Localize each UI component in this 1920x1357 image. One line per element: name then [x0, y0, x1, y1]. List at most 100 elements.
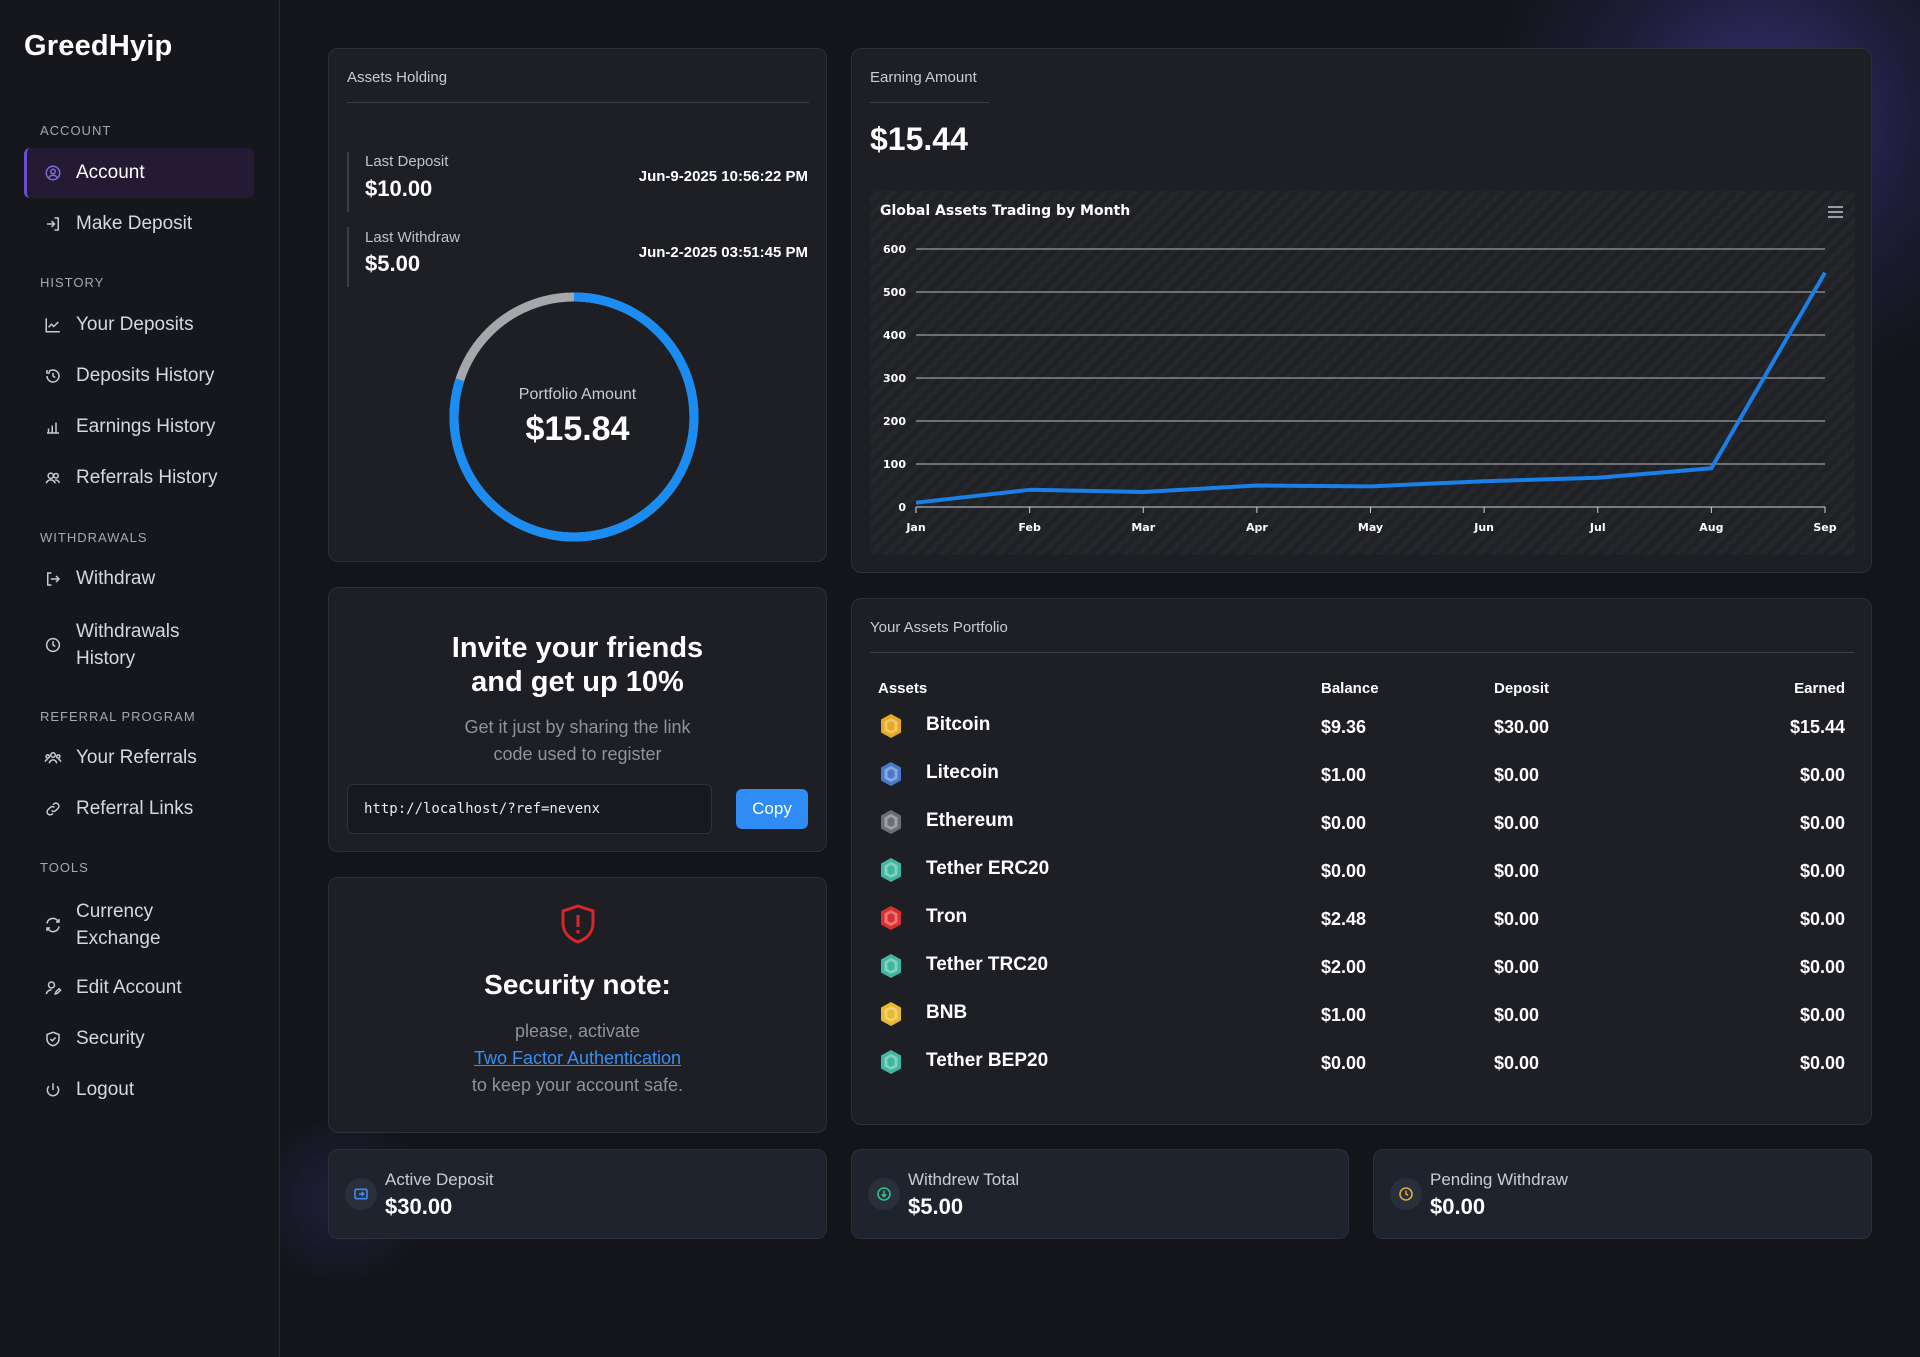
sidebar-item-edit-account[interactable]: Edit Account — [24, 976, 254, 1000]
last-withdraw-date: Jun-2-2025 03:51:45 PM — [638, 244, 808, 261]
logout-icon — [47, 572, 61, 586]
table-row: Bitcoin $9.36 $30.00 $15.44 — [852, 707, 1871, 747]
asset-balance: $0.00 — [1321, 861, 1367, 881]
sidebar-item-withdraw[interactable]: Withdraw — [24, 567, 254, 591]
asset-name: Tether ERC20 — [926, 858, 1050, 879]
security-line2: to keep your account safe. — [471, 1075, 684, 1095]
col-header-deposit: Deposit — [1494, 680, 1550, 697]
sidebar-item-your-referrals[interactable]: Your Referrals — [24, 746, 254, 770]
sidebar-item-referrals-history[interactable]: Referrals History — [24, 466, 254, 490]
asset-name: Tether TRC20 — [926, 954, 1049, 975]
sidebar-item-withdrawals-history[interactable]: Withdrawals History — [24, 617, 254, 673]
x-tick-label: Aug — [1699, 521, 1723, 534]
chart-title: Global Assets Trading by Month — [880, 203, 1130, 219]
stat-label: Withdrew Total — [908, 1170, 1020, 1189]
x-tick-label: Apr — [1246, 521, 1268, 534]
user-circle-icon — [45, 165, 61, 181]
asset-earned: $0.00 — [1799, 1053, 1845, 1073]
tron-coin-icon — [881, 906, 901, 930]
donut-arc — [449, 292, 699, 542]
sidebar-item-referral-links[interactable]: Referral Links — [24, 797, 254, 821]
stat-card-active-deposit: Active Deposit $30.00 — [328, 1149, 827, 1239]
deposit-bar — [347, 152, 349, 212]
y-tick-label: 200 — [883, 415, 906, 428]
stat-value: $0.00 — [1430, 1194, 1486, 1219]
line-chart: Global Assets Trading by Month 0 100 200 30… — [870, 191, 1855, 555]
copy-button[interactable]: Copy — [736, 789, 808, 829]
portfolio-amount: $15.84 — [525, 410, 630, 448]
label-line-2: Exchange — [76, 928, 161, 949]
group-icon — [44, 752, 62, 764]
asset-balance: $2.00 — [1321, 957, 1367, 977]
x-tick-label: Sep — [1813, 521, 1836, 534]
sidebar-item-label: Withdrawals History — [76, 618, 179, 672]
sidebar-item-label: Logout — [76, 1079, 135, 1100]
security-card: Security note: please, activate Two Fact… — [328, 877, 827, 1133]
chart-menu-icon[interactable] — [1828, 206, 1843, 218]
sidebar-item-deposits-history[interactable]: Deposits History — [24, 364, 254, 388]
security-title: Security note: — [484, 969, 671, 1000]
power-icon — [46, 1083, 60, 1097]
stat-value: $5.00 — [908, 1194, 964, 1219]
litecoin-coin-icon — [881, 762, 901, 786]
sidebar-item-label: Referrals History — [76, 467, 218, 488]
asset-name: Tron — [926, 906, 968, 927]
sidebar-item-label: Withdraw — [76, 568, 156, 589]
card-title: Your Assets Portfolio — [870, 619, 1008, 636]
referral-link-input[interactable]: http://localhost/?ref=nevenx — [347, 784, 712, 834]
two-factor-link[interactable]: Two Factor Authentication — [473, 1048, 682, 1068]
asset-balance: $9.36 — [1321, 717, 1367, 737]
asset-balance: $0.00 — [1321, 813, 1367, 833]
label-line-2: History — [76, 648, 136, 669]
stat-card-withdrew-total: Withdrew Total $5.00 — [851, 1149, 1349, 1239]
sidebar-item-your-deposits[interactable]: Your Deposits — [24, 313, 254, 337]
portfolio-donut — [449, 292, 699, 542]
last-withdraw-amount: $5.00 — [365, 251, 421, 276]
sidebar-item-label: Security — [76, 1028, 145, 1049]
sidebar-item-account[interactable]: Account — [24, 148, 254, 198]
asset-deposit: $0.00 — [1494, 957, 1540, 977]
sidebar-item-earnings-history[interactable]: Earnings History — [24, 415, 254, 439]
sidebar-item-currency-exchange[interactable]: Currency Exchange — [24, 897, 254, 953]
asset-deposit: $0.00 — [1494, 1005, 1540, 1025]
x-tick-label: Jan — [905, 521, 925, 534]
shield-icon — [46, 1031, 60, 1047]
tether-trc20-coin-icon — [881, 954, 901, 978]
sidebar: GreedHyip ACCOUNT Account Make Deposit H… — [0, 0, 280, 1357]
sidebar-item-label: Make Deposit — [76, 213, 193, 234]
title-underline — [870, 102, 989, 103]
card-title: Earning Amount — [870, 69, 977, 86]
label-line-1: Currency — [76, 901, 154, 922]
asset-balance: $1.00 — [1321, 765, 1367, 785]
asset-earned: $0.00 — [1799, 1005, 1845, 1025]
login-icon — [47, 217, 59, 231]
invite-title-line2: and get up 10% — [471, 666, 684, 698]
label-line-1: Withdrawals — [76, 621, 180, 642]
pending-clock-icon — [1390, 1178, 1422, 1210]
deposit-icon — [345, 1178, 377, 1210]
stat-card-pending-withdraw: Pending Withdraw $0.00 — [1373, 1149, 1872, 1239]
table-row: Litecoin $1.00 $0.00 $0.00 — [852, 755, 1871, 795]
last-deposit-label: Last Deposit — [365, 153, 449, 170]
ethereum-coin-icon — [881, 810, 901, 834]
sidebar-item-make-deposit[interactable]: Make Deposit — [24, 212, 254, 236]
sidebar-item-logout[interactable]: Logout — [24, 1078, 254, 1102]
sidebar-item-security[interactable]: Security — [24, 1027, 254, 1051]
col-header-earned: Earned — [1794, 680, 1845, 697]
table-row: Tether ERC20 $0.00 $0.00 $0.00 — [852, 851, 1871, 891]
asset-balance: $0.00 — [1321, 1053, 1367, 1073]
card-title: Assets Holding — [347, 69, 448, 86]
bnb-coin-icon — [881, 1002, 901, 1026]
last-withdraw-label: Last Withdraw — [365, 229, 461, 246]
x-tick-label: Mar — [1131, 521, 1155, 534]
asset-deposit: $0.00 — [1494, 1053, 1540, 1073]
stat-value: $30.00 — [385, 1194, 453, 1219]
asset-deposit: $30.00 — [1494, 717, 1550, 737]
nav-section-tools: TOOLS — [40, 860, 89, 875]
asset-balance: $1.00 — [1321, 1005, 1367, 1025]
invite-title-line1: Invite your friends — [451, 632, 704, 664]
app-logo[interactable]: GreedHyip — [24, 30, 173, 62]
col-header-assets: Assets — [878, 680, 928, 697]
portfolio-label: Portfolio Amount — [518, 386, 637, 403]
sidebar-item-label: Referral Links — [76, 798, 194, 819]
